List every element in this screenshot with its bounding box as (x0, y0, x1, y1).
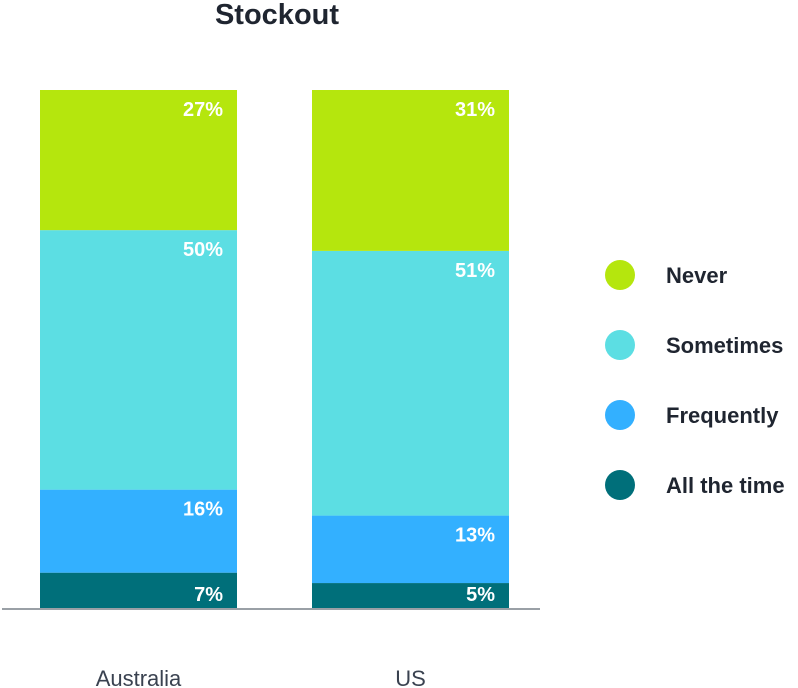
legend-label-frequently: Frequently (666, 403, 779, 428)
data-label-australia-sometimes: 50% (183, 239, 223, 261)
bar-segment-us-never (312, 90, 509, 251)
legend: Never Sometimes Frequently All the time (605, 260, 785, 500)
legend-swatch-never (605, 260, 635, 290)
category-label-australia: Australia (96, 666, 182, 688)
legend-label-sometimes: Sometimes (666, 333, 783, 358)
bar-segment-us-frequently (312, 515, 509, 584)
data-label-australia-never: 27% (183, 99, 223, 121)
bar-segment-us-sometimes (312, 250, 509, 516)
data-label-us-never: 31% (455, 99, 495, 121)
bars-group: 7% 16% 50% 27% 5% 13% 51% 31% (40, 90, 509, 609)
legend-label-all-the-time: All the time (666, 473, 785, 498)
bar-segment-australia-frequently (40, 489, 237, 573)
chart-title: Stockout (215, 0, 339, 31)
data-label-australia-frequently: 16% (183, 499, 223, 521)
bar-segment-australia-all-the-time (40, 572, 237, 609)
data-label-us-all-the-time: 5% (466, 584, 495, 606)
legend-label-never: Never (666, 263, 728, 288)
category-labels: Australia US (96, 666, 426, 688)
bar-segment-us-all-the-time (312, 583, 509, 609)
data-label-us-sometimes: 51% (455, 260, 495, 282)
bar-segment-australia-never (40, 90, 237, 231)
data-label-australia-all-the-time: 7% (194, 584, 223, 606)
legend-swatch-sometimes (605, 330, 635, 360)
legend-swatch-frequently (605, 400, 635, 430)
data-label-us-frequently: 13% (455, 525, 495, 547)
bar-segment-australia-sometimes (40, 230, 237, 490)
legend-swatch-all-the-time (605, 470, 635, 500)
category-label-us: US (395, 666, 426, 688)
